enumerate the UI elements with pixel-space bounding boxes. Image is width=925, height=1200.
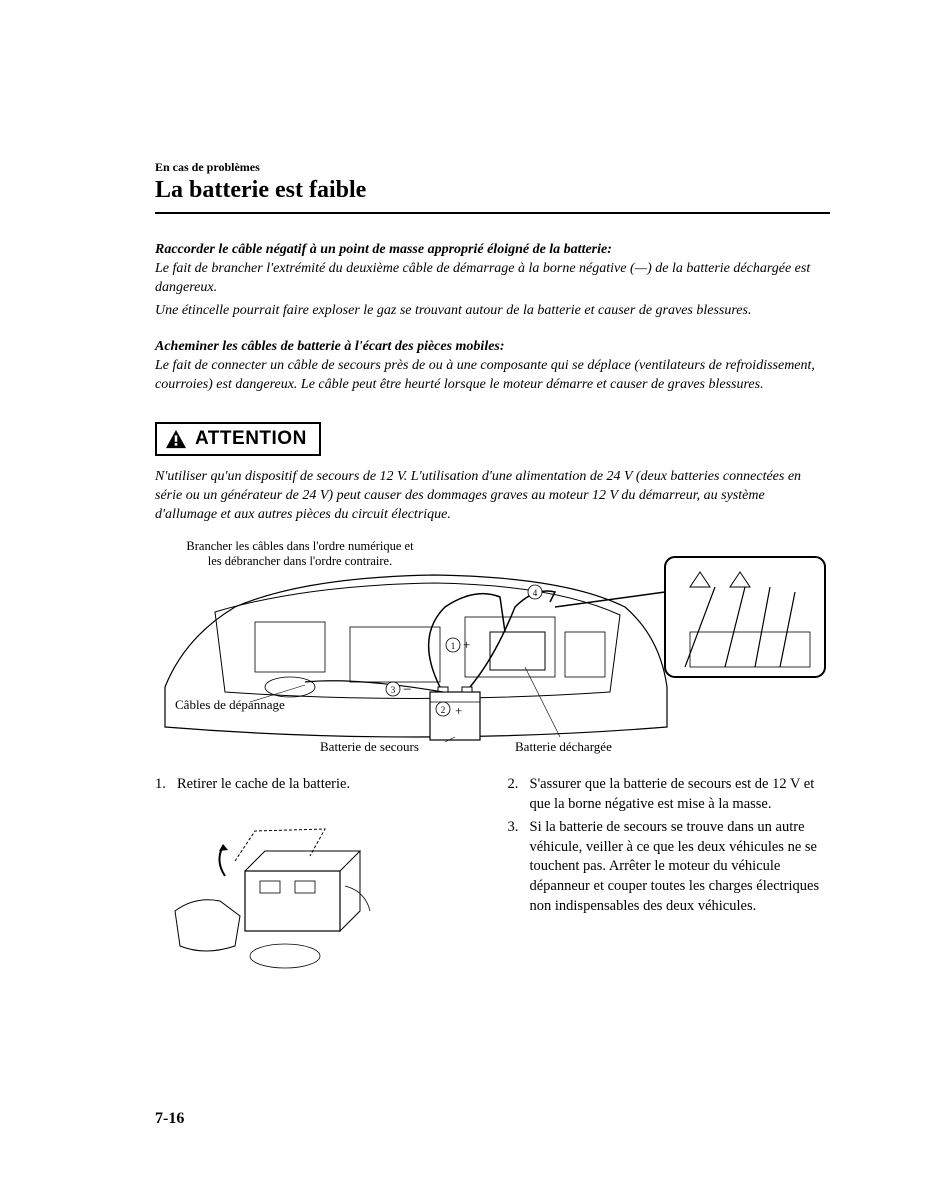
step-text: Si la batterie de secours se trouve dans… <box>530 818 831 916</box>
warning-triangle-icon <box>165 429 187 449</box>
step-text: Retirer le cache de la batterie. <box>177 775 478 795</box>
warning-heading: Acheminer les câbles de batterie à l'éca… <box>155 339 830 355</box>
battery-cover-diagram <box>165 811 385 976</box>
attention-box: ATTENTION <box>155 422 321 456</box>
warning-paragraph: Le fait de connecter un câble de secours… <box>155 357 830 395</box>
attention-label: ATTENTION <box>195 428 307 450</box>
warning-paragraph: Une étincelle pourrait faire exploser le… <box>155 302 830 321</box>
marker-2: 2 <box>441 705 446 715</box>
step-number: 1. <box>155 775 177 795</box>
page-header: En cas de problèmes La batterie est faib… <box>155 160 830 214</box>
step-number: 2. <box>508 775 530 814</box>
attention-text: N'utiliser qu'un dispositif de secours d… <box>155 468 830 525</box>
step-text: S'assurer que la batterie de secours est… <box>530 775 831 814</box>
page-number: 7-16 <box>155 1110 184 1128</box>
warning-block-1: Raccorder le câble négatif à un point de… <box>155 242 830 321</box>
marker-4: 4 <box>533 588 538 598</box>
section-label: En cas de problèmes <box>155 160 830 175</box>
diagram-label-secours: Batterie de secours <box>320 739 419 755</box>
diagram-label-cables: Câbles de dépannage <box>175 697 285 713</box>
step-item: 2. S'assurer que la batterie de secours … <box>508 775 831 814</box>
svg-text:+: + <box>463 637 470 652</box>
diagram-label-dechargee: Batterie déchargée <box>515 739 612 755</box>
warning-paragraph: Le fait de brancher l'extrémité du deuxi… <box>155 260 830 298</box>
warning-block-2: Acheminer les câbles de batterie à l'éca… <box>155 339 830 395</box>
engine-illustration: 1 2 3 4 + − + <box>155 537 830 757</box>
step-item: 1. Retirer le cache de la batterie. <box>155 775 478 795</box>
engine-bay-diagram: Brancher les câbles dans l'ordre numériq… <box>155 537 830 757</box>
steps-columns: 1. Retirer le cache de la batterie. <box>155 775 830 981</box>
left-column: 1. Retirer le cache de la batterie. <box>155 775 478 981</box>
svg-text:−: − <box>403 682 411 698</box>
warning-heading: Raccorder le câble négatif à un point de… <box>155 242 830 258</box>
step-number: 3. <box>508 818 530 916</box>
right-column: 2. S'assurer que la batterie de secours … <box>508 775 831 981</box>
marker-3: 3 <box>391 685 396 695</box>
diagram-caption: Brancher les câbles dans l'ordre numériq… <box>185 539 415 569</box>
page-title: La batterie est faible <box>155 177 830 204</box>
svg-text:+: + <box>455 703 462 718</box>
marker-1: 1 <box>451 641 456 651</box>
step-item: 3. Si la batterie de secours se trouve d… <box>508 818 831 916</box>
